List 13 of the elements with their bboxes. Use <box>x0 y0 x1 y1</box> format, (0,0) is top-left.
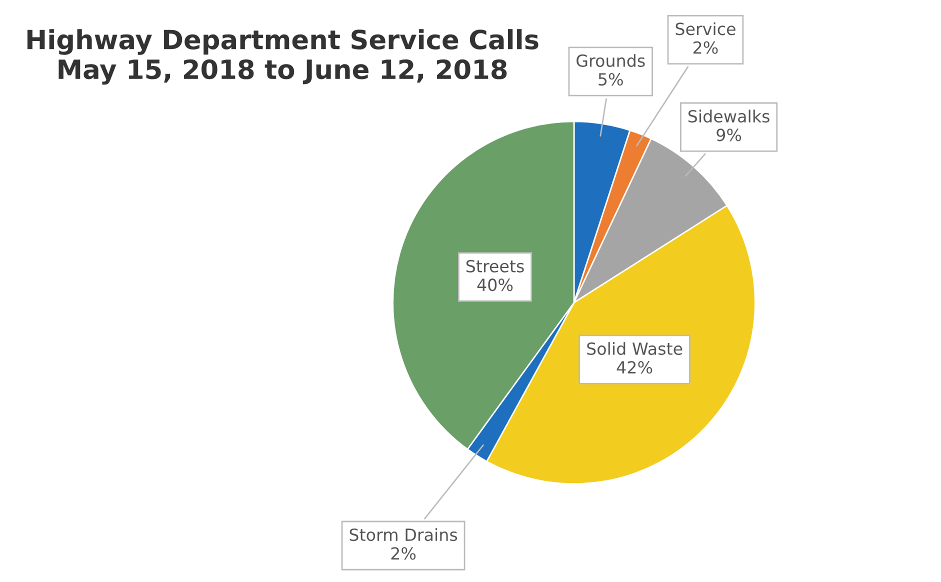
slice-label: Solid Waste <box>587 342 682 355</box>
text: Highway Department Service Calls May 15, 2018 to June 12, 2018 <box>27 29 538 85</box>
slice-label: Grounds <box>576 54 645 67</box>
data-label: 42% <box>616 361 652 374</box>
data-label: 2% <box>693 41 718 54</box>
data-label: 2% <box>391 547 416 560</box>
slice-label: Storm Drains <box>350 528 458 542</box>
slice-label: Streets <box>466 260 524 272</box>
data-label: 9% <box>716 128 742 142</box>
slice-label: Service <box>676 22 736 36</box>
data-label: 5% <box>598 73 623 86</box>
slice-label: Sidewalks <box>688 110 770 123</box>
data-label: 40% <box>477 278 513 292</box>
